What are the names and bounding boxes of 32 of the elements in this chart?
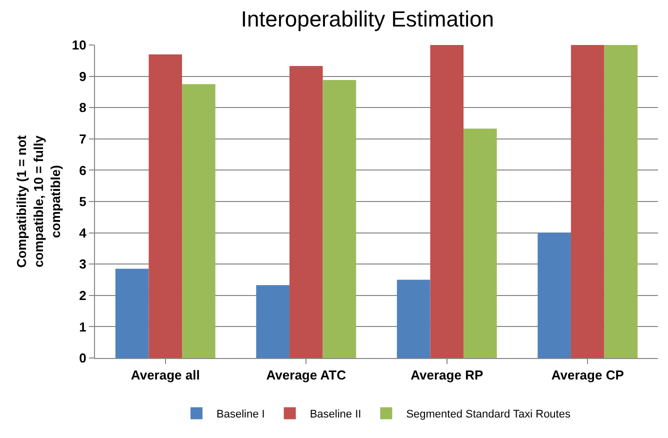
bar — [256, 285, 290, 358]
legend-label: Baseline I — [216, 408, 265, 420]
y-tick-label: 9 — [79, 68, 86, 84]
bar — [289, 66, 323, 358]
x-tick-label: Average all — [130, 368, 200, 383]
bar — [115, 268, 149, 358]
bar — [148, 54, 182, 358]
bar — [464, 128, 497, 358]
y-tick-label: 6 — [79, 162, 86, 178]
bar — [396, 280, 430, 358]
y-tick-label: 0 — [79, 350, 86, 366]
y-tick-label: 1 — [79, 319, 86, 334]
bar — [538, 232, 571, 358]
y-tick-label: 7 — [79, 131, 86, 146]
x-tick-label: Average ATC — [266, 368, 347, 383]
legend-label: Segmented Standard Taxi Routes — [406, 408, 571, 420]
bar — [604, 45, 638, 358]
y-tick-label: 4 — [79, 225, 88, 240]
y-tick-label: 2 — [79, 288, 86, 303]
y-tick-label: 3 — [79, 256, 86, 272]
bar — [570, 45, 604, 358]
x-tick-label: Average RP — [410, 368, 484, 383]
bar — [182, 84, 216, 358]
legend-label: Baseline II — [310, 408, 362, 420]
y-tick-label: 10 — [72, 38, 86, 53]
y-axis-title: Compatibility (1 = not compatible, 10 = fully compatible) — [14, 134, 63, 268]
bar — [430, 45, 464, 358]
y-tick-label: 5 — [79, 194, 86, 210]
x-tick-label: Average CP — [551, 368, 624, 383]
y-tick-label: 8 — [79, 100, 86, 116]
chart-title: Interoperability Estimation — [240, 6, 494, 32]
bar — [322, 80, 356, 358]
